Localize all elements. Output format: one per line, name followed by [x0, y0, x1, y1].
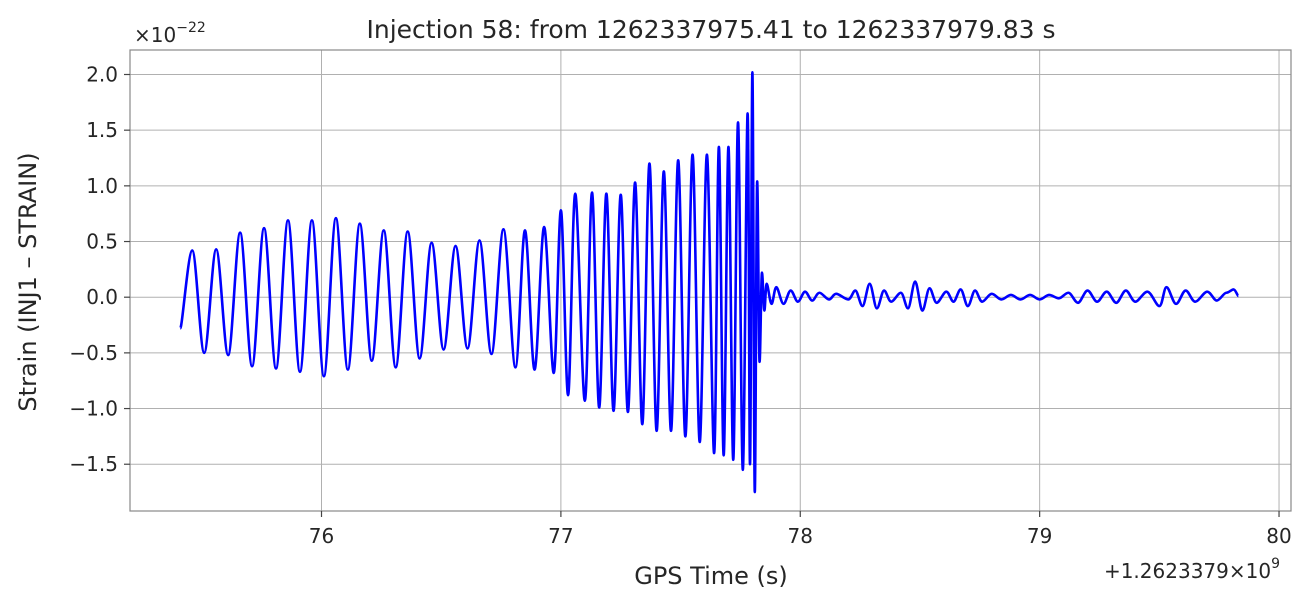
y-tick-label: −1.0	[69, 397, 118, 421]
plot-frame	[129, 49, 1292, 512]
x-axis-label: GPS Time (s)	[634, 562, 788, 590]
x-tick-label: 76	[309, 524, 334, 548]
y-tick-label: 2.0	[86, 62, 118, 86]
strain-series-line	[178, 70, 1240, 494]
x-offset-label: +1.2623379×109	[1104, 556, 1280, 583]
x-tick-label: 77	[548, 524, 573, 548]
y-tick-label: 1.5	[86, 118, 118, 142]
y-scale-factor: ×10−22	[134, 20, 206, 47]
series-layer	[178, 70, 1240, 494]
y-tick-label: 1.0	[86, 174, 118, 198]
y-tick-label: 0.0	[86, 285, 118, 309]
x-tick-label: 79	[1027, 524, 1052, 548]
x-offset-base: +1.2623379×10	[1104, 559, 1271, 583]
y-scale-base: ×10	[134, 23, 176, 47]
y-tick-label: −1.5	[69, 452, 118, 476]
x-offset-exponent: 9	[1271, 556, 1280, 572]
x-tick-label: 78	[788, 524, 813, 548]
x-axis-ticks: 76 77 78 79 80	[309, 511, 1292, 548]
y-tick-label: 0.5	[86, 230, 118, 254]
chart-title: Injection 58: from 1262337975.41 to 1262…	[366, 15, 1055, 44]
y-tick-label: −0.5	[69, 341, 118, 365]
y-axis-label: Strain (INJ1 – STRAIN)	[14, 152, 42, 411]
x-tick-label: 80	[1266, 524, 1291, 548]
y-axis-ticks: −1.5 −1.0 −0.5 0.0 0.5 1.0 1.5 2.0	[69, 62, 130, 476]
y-scale-exponent: −22	[176, 20, 206, 36]
